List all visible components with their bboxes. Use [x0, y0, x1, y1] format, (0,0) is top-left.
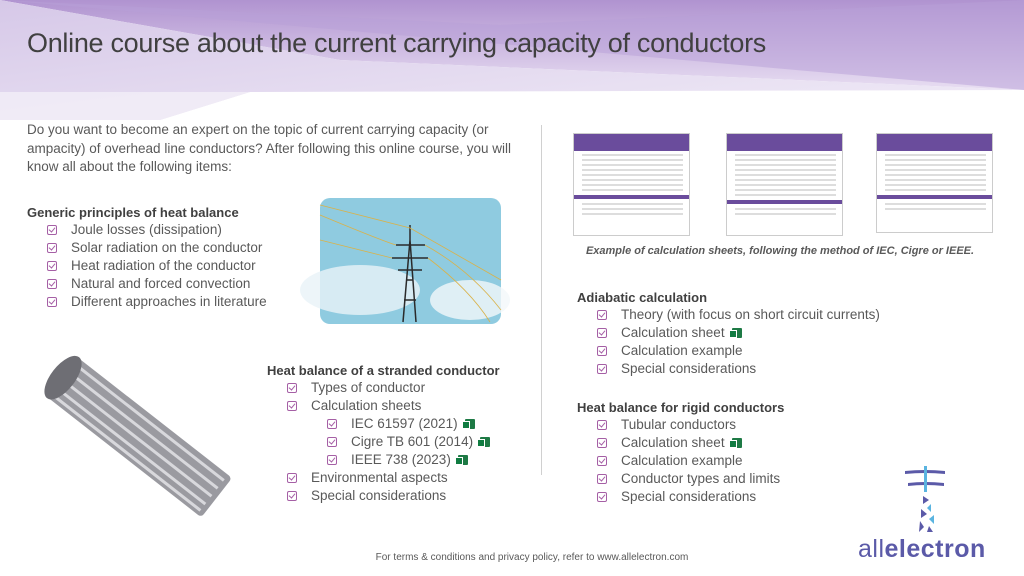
checkbox-icon — [597, 364, 607, 374]
list-item: Calculation sheet — [577, 324, 880, 342]
list-item: Calculation example — [577, 342, 880, 360]
list-item: Special considerations — [267, 487, 500, 505]
item-label: Natural and forced convection — [71, 276, 251, 291]
item-label: Calculation example — [621, 343, 743, 358]
list-item: Conductor types and limits — [577, 470, 784, 488]
item-label: Types of conductor — [311, 380, 426, 395]
checkbox-icon — [47, 243, 57, 253]
checkbox-icon — [597, 346, 607, 356]
excel-icon[interactable] — [454, 455, 468, 465]
list-item: Theory (with focus on short circuit curr… — [577, 306, 880, 324]
section-rigid: Heat balance for rigid conductors Tubula… — [577, 400, 784, 506]
item-label: Calculation sheets — [311, 398, 422, 413]
excel-icon[interactable] — [728, 328, 742, 338]
checkbox-icon — [287, 491, 297, 501]
item-label: IEEE 738 (2023) — [351, 452, 451, 467]
section-adiabatic: Adiabatic calculation Theory (with focus… — [577, 290, 880, 378]
list-item: Solar radiation on the conductor — [27, 239, 267, 257]
checkbox-icon — [287, 401, 297, 411]
list-item: Environmental aspects — [267, 469, 500, 487]
list-item: Types of conductor — [267, 379, 500, 397]
checkbox-icon — [597, 328, 607, 338]
footer-text: For terms & conditions and privacy polic… — [375, 552, 689, 563]
checkbox-icon — [327, 455, 337, 465]
item-label: Environmental aspects — [311, 470, 448, 485]
checkbox-icon — [597, 310, 607, 320]
section-generic: Generic principles of heat balance Joule… — [27, 205, 267, 311]
section-heading: Heat balance of a stranded conductor — [267, 363, 500, 378]
checkbox-icon — [287, 383, 297, 393]
checkbox-icon — [597, 438, 607, 448]
section-stranded: Heat balance of a stranded conductor Typ… — [267, 363, 500, 505]
item-label: Conductor types and limits — [621, 471, 781, 486]
item-label: Calculation example — [621, 453, 743, 468]
list-item: Cigre TB 601 (2014) — [267, 433, 500, 451]
stranded-conductor-image — [44, 355, 231, 516]
item-label: Solar radiation on the conductor — [71, 240, 263, 255]
excel-icon[interactable] — [461, 419, 475, 429]
item-label: Different approaches in literature — [71, 294, 267, 309]
section-heading: Heat balance for rigid conductors — [577, 400, 785, 415]
allelectron-logo-mark — [905, 466, 945, 532]
list-item: Heat radiation of the conductor — [27, 257, 267, 275]
checkbox-icon — [327, 437, 337, 447]
list-item: Special considerations — [577, 488, 784, 506]
checkbox-icon — [597, 492, 607, 502]
list-item: Natural and forced convection — [27, 275, 267, 293]
list-item: IEC 61597 (2021) — [267, 415, 500, 433]
pylon-photo — [300, 198, 510, 324]
checkbox-icon — [327, 419, 337, 429]
list-item: Calculation sheet — [577, 434, 784, 452]
item-label: Calculation sheet — [621, 435, 725, 450]
checkbox-icon — [47, 279, 57, 289]
list-item: Calculation sheets — [267, 397, 500, 415]
list-item: Joule losses (dissipation) — [27, 221, 267, 239]
item-label: Tubular conductors — [621, 417, 737, 432]
item-label: Special considerations — [311, 488, 447, 503]
calculation-sheet-thumbnail — [573, 133, 690, 236]
excel-icon[interactable] — [728, 438, 742, 448]
calculation-sheet-thumbnail — [876, 133, 993, 233]
allelectron-logo: allelectron — [858, 535, 986, 564]
page-title: Online course about the current carrying… — [27, 28, 766, 58]
list-item: Tubular conductors — [577, 416, 784, 434]
checkbox-icon — [597, 474, 607, 484]
item-label: Calculation sheet — [621, 325, 725, 340]
item-label: Joule losses (dissipation) — [71, 222, 222, 237]
checkbox-icon — [47, 225, 57, 235]
checkbox-icon — [287, 473, 297, 483]
sheets-caption: Example of calculation sheets, following… — [585, 245, 975, 257]
item-label: Cigre TB 601 (2014) — [351, 434, 474, 449]
checkbox-icon — [47, 261, 57, 271]
excel-icon[interactable] — [477, 437, 491, 447]
intro-text: Do you want to become an expert on the t… — [27, 122, 512, 174]
logo-bold-text: electron — [884, 535, 986, 563]
calculation-sheet-thumbnail — [726, 133, 843, 236]
checkbox-icon — [47, 297, 57, 307]
list-item: IEEE 738 (2023) — [267, 451, 500, 469]
checkbox-icon — [597, 456, 607, 466]
section-heading: Adiabatic calculation — [577, 290, 708, 305]
logo-light-text: all — [858, 535, 885, 563]
item-label: IEC 61597 (2021) — [351, 416, 458, 431]
list-item: Special considerations — [577, 360, 880, 378]
item-label: Special considerations — [621, 361, 757, 376]
section-heading: Generic principles of heat balance — [27, 205, 239, 220]
checkbox-icon — [597, 420, 607, 430]
item-label: Heat radiation of the conductor — [71, 258, 256, 273]
item-label: Special considerations — [621, 489, 757, 504]
list-item: Calculation example — [577, 452, 784, 470]
column-divider — [541, 125, 542, 475]
item-label: Theory (with focus on short circuit curr… — [621, 307, 880, 322]
list-item: Different approaches in literature — [27, 293, 267, 311]
